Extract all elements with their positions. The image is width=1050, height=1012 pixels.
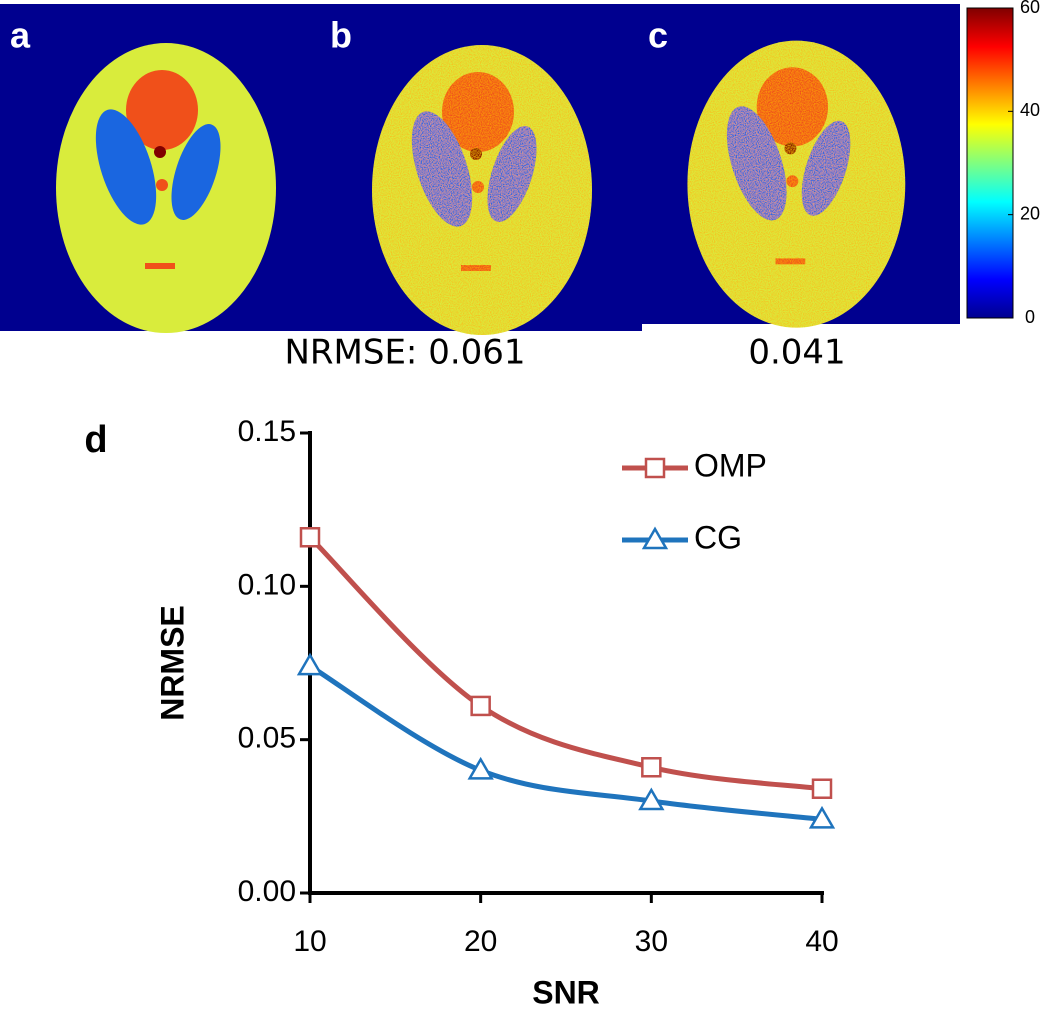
data-point <box>470 695 491 717</box>
x-tick-label: 20 <box>464 925 497 958</box>
series-line <box>308 535 823 792</box>
y-tick-label: 0.05 <box>238 722 296 755</box>
x-axis-title: SNR <box>532 974 600 1010</box>
annotation: NRMSE: 0.061 <box>284 333 525 373</box>
x-tick-label: 30 <box>635 925 668 958</box>
data-point <box>641 757 662 778</box>
colorbar-tick-label: 20 <box>1020 203 1040 223</box>
colorbar <box>966 7 1014 319</box>
legend-marker <box>641 526 669 550</box>
colorbar-tick-label: 40 <box>1020 100 1040 120</box>
colorbar-tick-label: 0 <box>1025 307 1035 327</box>
data-point <box>299 527 321 548</box>
panel-label: a <box>10 15 31 56</box>
phantom-b <box>372 45 592 335</box>
legend-label: CG <box>694 519 742 555</box>
y-tick-label: 0.10 <box>238 568 296 601</box>
phantom-c <box>687 40 906 328</box>
legend-label: OMP <box>694 447 767 483</box>
data-point <box>296 652 324 676</box>
panel-label: c <box>648 15 668 56</box>
y-tick-label: 0.00 <box>238 875 296 908</box>
legend-marker <box>644 457 666 479</box>
x-tick-label: 10 <box>293 925 326 958</box>
data-point <box>811 778 833 799</box>
data-point <box>808 805 836 829</box>
y-axis-title: NRMSE <box>154 605 190 721</box>
annotation: 0.041 <box>748 333 845 373</box>
data-point <box>638 787 665 811</box>
phantom-a <box>56 43 276 333</box>
x-tick-label: 40 <box>805 925 838 958</box>
series-line <box>308 663 823 822</box>
panel-label: b <box>330 15 352 56</box>
data-point <box>467 756 494 780</box>
y-tick-label: 0.15 <box>238 415 296 448</box>
colorbar-tick-label: 60 <box>1020 0 1040 17</box>
phantom-images: a b c <box>0 4 960 335</box>
panel-label: d <box>84 419 107 461</box>
